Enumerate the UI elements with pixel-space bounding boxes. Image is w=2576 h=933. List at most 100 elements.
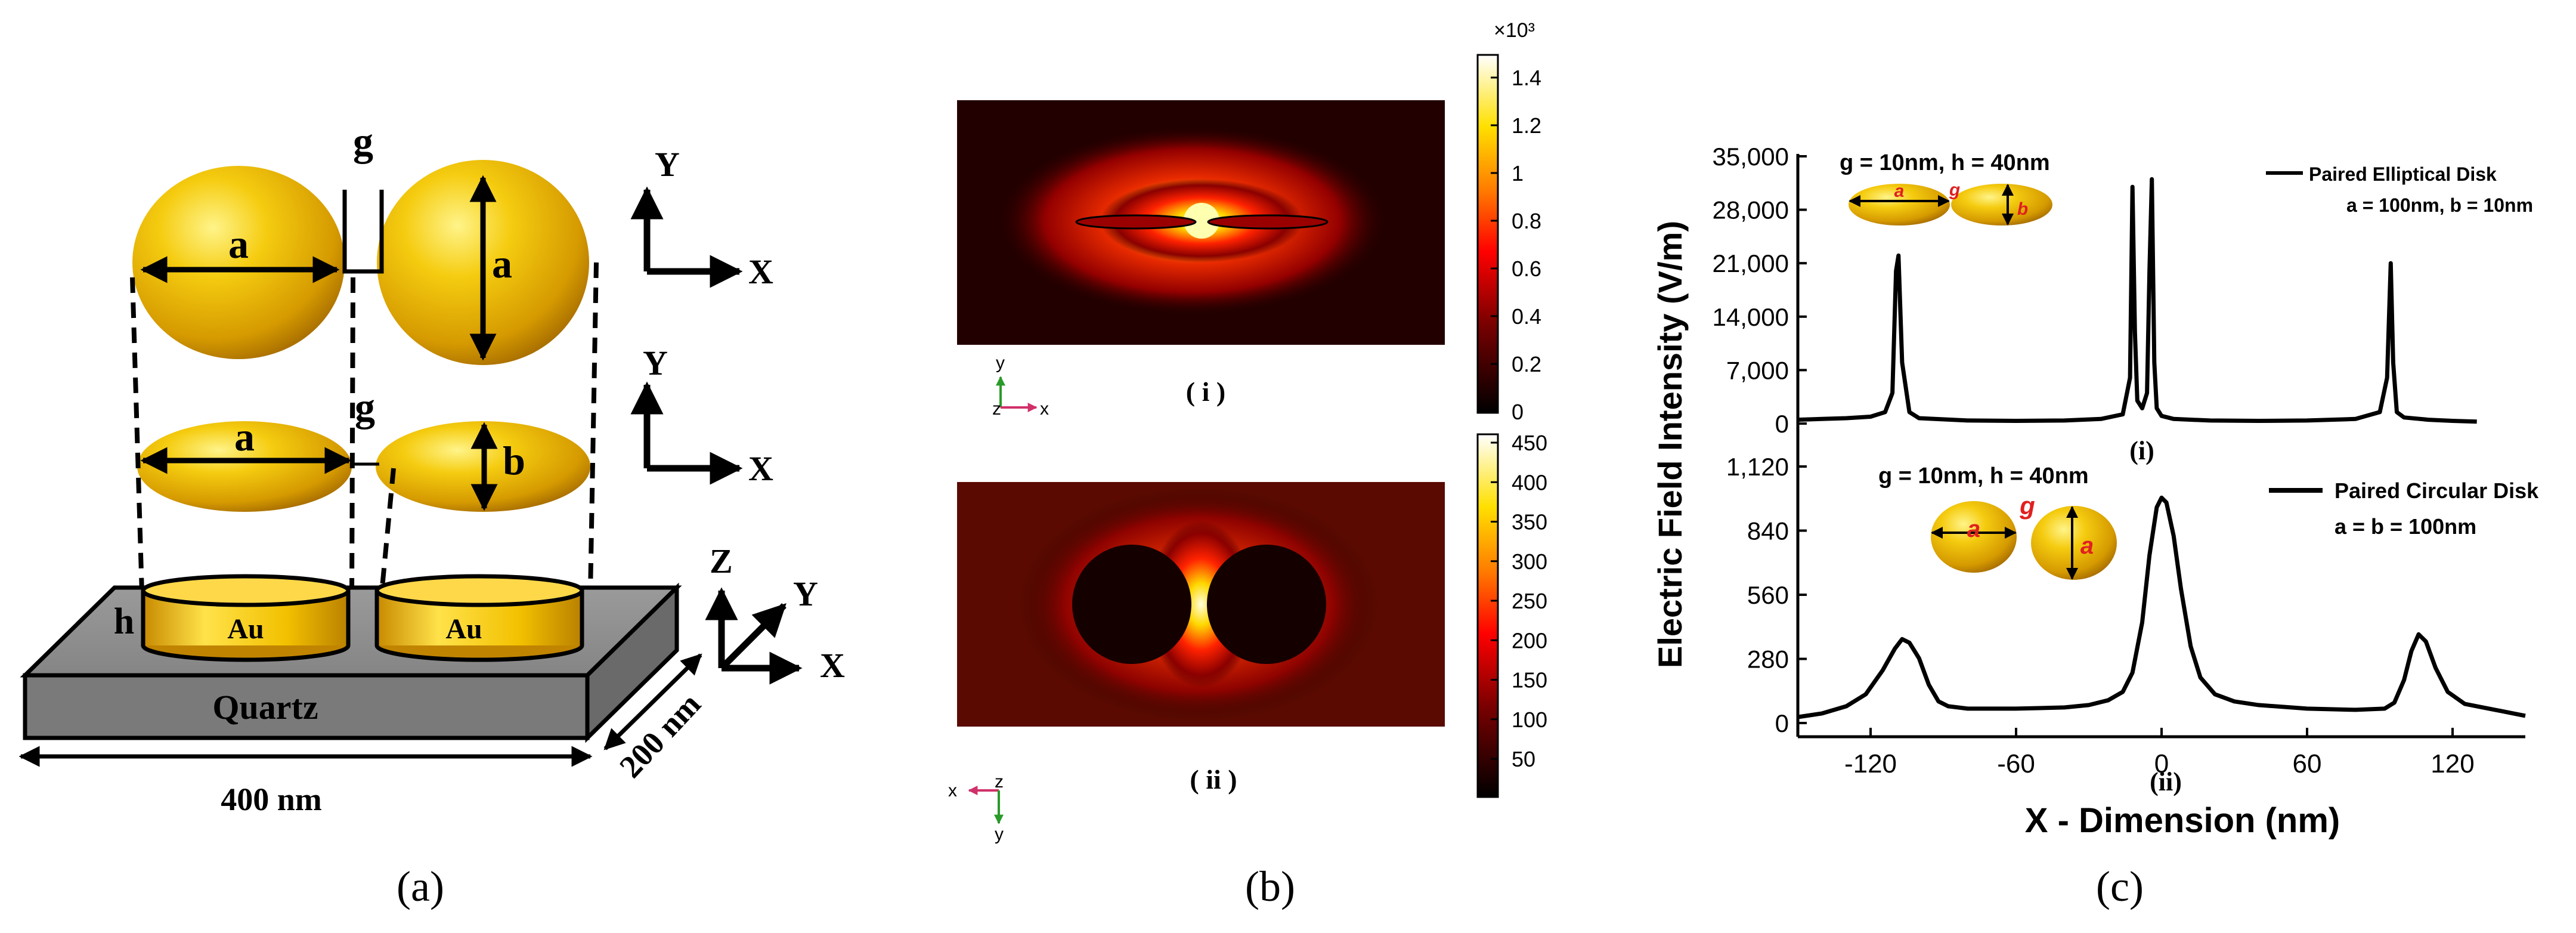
panel-label-a: (a)	[397, 863, 444, 910]
annotation-ii: g = 10nm, h = 40nm	[1878, 464, 2089, 489]
colorbar-tick-label: 400	[1512, 470, 1547, 495]
panel-ii-label: (ii)	[2150, 767, 2182, 796]
panel-label-b: (b)	[1245, 863, 1295, 910]
colorbar-i-multiplier: ×10³	[1494, 19, 1535, 42]
axes-3d-z: Z	[710, 542, 733, 580]
au-left-label: Au	[227, 613, 264, 645]
inset-i-g: g	[1949, 180, 1960, 200]
legend-sub-i: a = 100nm, b = 10nm	[2346, 194, 2533, 216]
axes-mid	[630, 381, 743, 485]
colorbar-tick-label: 450	[1512, 431, 1547, 455]
inset-i: a g b	[1849, 180, 2052, 225]
top-right-a-label: a	[492, 241, 512, 286]
colorbar-i	[1476, 54, 1499, 414]
triad-ii-x: x	[948, 781, 957, 801]
y-tick-label: 280	[1747, 645, 1789, 674]
y-ticks-i: 35,000 28,000 21,000 14,000 7,000 0	[1713, 143, 1807, 438]
annotation-i: g = 10nm, h = 40nm	[1840, 150, 2050, 175]
axes-mid-x: X	[748, 449, 773, 488]
colorbar-tick-label: 1.2	[1512, 113, 1541, 138]
y-tick-label: 21,000	[1713, 249, 1789, 277]
y-tick-label: 1,120	[1726, 453, 1789, 481]
x-ticks: -120 -60 0 60 120	[1844, 728, 2475, 778]
inset-ii: a g a	[1931, 492, 2117, 580]
triad-i: y z x	[992, 353, 1049, 419]
panel-i-label: (i)	[2129, 436, 2154, 465]
colorbar-tick-label: 300	[1512, 549, 1547, 574]
y-tick-label: 14,000	[1713, 303, 1789, 331]
top-gap-bracket	[342, 190, 384, 274]
axes-top	[630, 186, 743, 288]
inset-ii-a2: a	[2080, 533, 2094, 559]
field-map-ii	[957, 482, 1445, 727]
x-tick-label: -60	[1997, 749, 2035, 778]
ellipse-disk-left	[1075, 214, 1197, 230]
legend-sub-ii: a = b = 100nm	[2334, 514, 2476, 539]
colorbar-tick-label: 250	[1512, 589, 1547, 613]
circle-disk-left	[1072, 545, 1191, 664]
top-left-a-label: a	[228, 221, 249, 267]
mid-gap-label: g	[355, 384, 375, 430]
series-line-circular	[1797, 495, 2526, 719]
au-disk-right: Au	[374, 574, 584, 662]
legend-label-i: Paired Elliptical Disk	[2309, 163, 2497, 185]
axes-3d-x: X	[820, 646, 845, 685]
panel-b: ( i ) y z x ( ii ) x z y ×10³ 1.4 1.2 1 0.8…	[948, 19, 1547, 910]
y-ticks-ii: 1,120 840 560 280 0	[1726, 453, 1807, 737]
x-tick-label: 120	[2431, 749, 2474, 778]
panel-c: 35,000 28,000 21,000 14,000 7,000 0 1,120 840 5…	[1651, 143, 2539, 910]
triad-ii-y: y	[995, 824, 1004, 844]
au-disk-left: Au	[141, 574, 351, 662]
x-tick-label: -120	[1844, 749, 1897, 778]
colorbar-tick-label: 0.4	[1512, 304, 1541, 329]
map-ii-label: ( ii )	[1190, 764, 1237, 795]
height-label: h	[114, 601, 134, 642]
x-tick-label: 60	[2293, 749, 2322, 778]
x-tick-label: 0	[2154, 749, 2169, 778]
au-right-label: Au	[445, 613, 482, 645]
colorbar-ii	[1476, 433, 1499, 798]
depth-dimension-arrow	[603, 653, 702, 750]
map-i-label: ( i )	[1186, 376, 1225, 407]
quartz-label: Quartz	[212, 688, 318, 727]
triad-i-x: x	[1040, 399, 1049, 419]
colorbar-i-ticks: 1.4 1.2 1 0.8 0.6 0.4 0.2 0	[1491, 66, 1541, 424]
axes-3d-y: Y	[793, 574, 818, 613]
y-tick-label: 28,000	[1713, 196, 1789, 224]
colorbar-tick-label: 0.2	[1512, 352, 1541, 376]
colorbar-tick-label: 0	[1512, 400, 1524, 424]
mid-right-b-label: b	[503, 438, 525, 483]
y-tick-label: 560	[1747, 581, 1789, 609]
colorbar-tick-label: 150	[1512, 668, 1547, 693]
panel-a: a a g a b g Quartz	[18, 119, 845, 910]
colorbar-tick-label: 200	[1512, 628, 1547, 653]
y-tick-label: 0	[1775, 410, 1789, 438]
y-tick-label: 35,000	[1713, 143, 1789, 171]
legend-label-ii: Paired Circular Disk	[2334, 478, 2539, 503]
circle-disk-right	[1207, 545, 1326, 664]
mid-left-a-label: a	[234, 414, 255, 459]
triad-ii: x z y	[948, 772, 1004, 844]
inset-i-b: b	[2017, 199, 2028, 219]
panel-label-c: (c)	[2096, 863, 2144, 910]
x-axis-label: X - Dimension (nm)	[2025, 801, 2340, 840]
colorbar-tick-label: 1.4	[1512, 66, 1541, 90]
colorbar-tick-label: 350	[1512, 510, 1547, 535]
y-tick-label: 0	[1775, 709, 1789, 737]
axes-mid-y: Y	[643, 344, 668, 382]
width-dimension-label: 400 nm	[221, 781, 322, 817]
series-line-elliptical	[1797, 177, 2477, 424]
colorbar-tick-label: 0.6	[1512, 257, 1541, 281]
field-map-i	[957, 100, 1445, 345]
inset-ii-g: g	[2019, 492, 2035, 520]
triad-ii-z: z	[995, 772, 1004, 792]
colorbar-tick-label: 50	[1512, 747, 1535, 771]
axes-top-y: Y	[655, 145, 680, 184]
inset-ii-a1: a	[1967, 516, 1980, 542]
inset-i-a: a	[1894, 181, 1905, 201]
colorbar-ii-ticks: 450 400 350 300 250 200 150 100 50	[1491, 431, 1547, 771]
colorbar-tick-label: 100	[1512, 708, 1547, 732]
colorbar-tick-label: 1	[1512, 161, 1524, 186]
triad-i-z: z	[992, 399, 1001, 419]
